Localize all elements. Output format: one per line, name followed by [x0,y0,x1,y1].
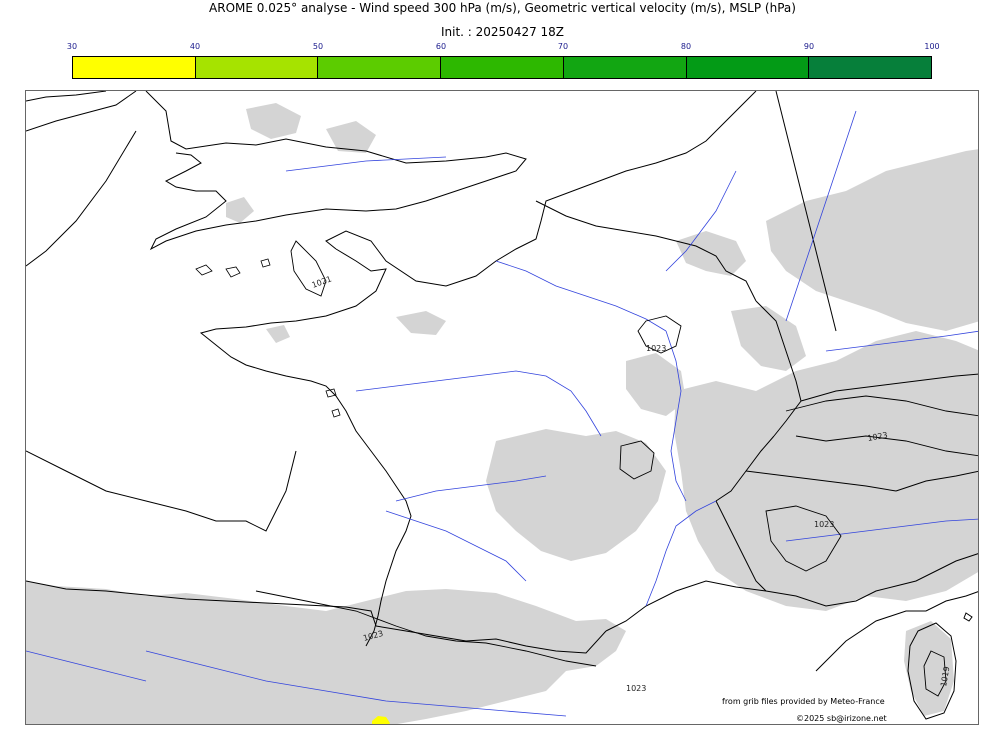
colorbar-segment [686,57,810,78]
cloud-area-uk-south [226,197,254,223]
isobar-corsica [923,650,947,697]
cloud-area-vosges [731,306,806,371]
colorbar-tick: 90 [803,42,815,51]
colorbar-tick: 60 [435,42,447,51]
river-rhine [785,110,857,322]
isobar-label: 1023 [646,344,666,353]
coastline-france-west [199,248,412,647]
border-swiss-italy [745,470,897,492]
cloud-area-corsica [904,621,954,716]
isobar-label: 1023 [867,431,889,443]
cloud-area-spain [26,581,626,724]
border-france-italy [715,500,767,592]
island-atlantic [331,408,341,418]
border-austria-italy [895,470,978,492]
isobar-central [637,315,682,354]
river-thames [285,156,447,172]
border-france-germany [755,300,802,437]
cloud-area-northeast [766,149,978,331]
isobar-southeast [765,505,842,572]
colorbar-segment [195,57,319,78]
cloud-area-alps [674,331,978,611]
islands [195,258,341,418]
wind-speed-colorbar [72,56,932,79]
cloud-area-normandy [396,311,446,335]
cloud-area-sw [436,603,496,637]
river-saone [665,330,687,502]
coastline-normandy [325,91,757,287]
ocean-contour-biscay [26,450,297,532]
coastline-italy [815,591,978,672]
border-germany-east [775,91,837,332]
cloud-area-jura [626,353,686,416]
coastline-ireland [26,91,107,102]
isobar-north [290,240,327,297]
river-tagus-north [26,650,147,682]
river-ebro [145,650,567,717]
river-loire [355,370,602,437]
colorbar-tick: 40 [189,42,201,51]
colorbar-segment [73,57,196,78]
island-channel [195,264,213,276]
isobar-southwest [255,590,597,667]
cloud-areas [26,103,978,724]
colorbar-tick: 50 [312,42,324,51]
map-canvas: 1021 1023 1023 1023 1023 1023 1019 [26,91,978,724]
colorbar-tick: 70 [557,42,569,51]
cloud-area-uk-midlands [326,121,376,153]
border-alps-east [800,373,978,402]
coastline-mediterranean [605,553,978,632]
isobar-label: 1023 [626,684,646,693]
isobar-label: 1019 [939,666,951,688]
data-source-credit: from grib files provided by Meteo-France [722,697,885,706]
rivers [26,110,978,717]
colorbar-tick: 80 [680,42,692,51]
wind-speed-patch [372,716,390,724]
river-dordogne [395,475,547,502]
map-title: AROME 0.025° analyse - Wind speed 300 hP… [209,1,796,15]
coastline-britain [26,91,527,251]
colorbar-ticks: 30 40 50 60 70 80 90 100 [0,42,1005,54]
river-rhone [645,500,717,607]
colorbar-tick: 30 [66,42,78,51]
island-channel [225,266,241,278]
colorbar-tick: 100 [924,42,940,51]
colorbar-segment [563,57,687,78]
colorbar-segment [441,57,564,78]
river-meuse [665,170,737,272]
river-garonne [385,510,527,582]
coastline-islet [963,612,973,622]
isobar-massif [619,440,655,480]
coastlines [26,91,978,720]
cloud-area-brittany [266,325,290,343]
island-atlantic [325,388,337,398]
cloud-area-massif-central [486,429,666,561]
island-channel [260,258,271,268]
colorbar-segment [318,57,442,78]
isobar-label: 1021 [311,274,333,289]
river-po [785,518,978,542]
init-time: Init. : 20250427 18Z [440,25,565,39]
coastline-spain-north [26,580,377,627]
isobars [255,240,978,697]
ocean-contour [26,130,137,267]
copyright-notice: ©2025 sb@irizone.net [796,714,887,723]
river-seine [495,260,667,332]
cloud-area-uk-wales [246,103,301,139]
border-france-belgium [535,200,757,302]
isobar-alps-ring [785,395,978,457]
weather-map: 1021 1023 1023 1023 1023 1023 1019 [25,90,979,725]
colorbar-segment [809,57,932,78]
coastline-corsica [907,622,957,720]
river-danube [825,330,978,352]
isobar-label: 1023 [814,520,834,529]
